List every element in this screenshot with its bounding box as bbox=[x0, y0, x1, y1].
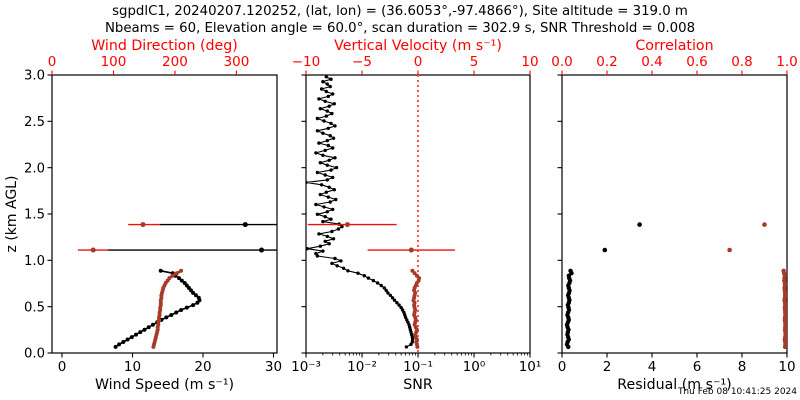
wind-x-tick-label: 0 bbox=[58, 359, 67, 375]
snr-top-tick-label: −10 bbox=[292, 54, 321, 70]
residual-top-tick-label: 0.2 bbox=[596, 54, 617, 70]
wind-panel: 0.00.51.01.52.02.53.00 10 20 300 100 200 300Wi… bbox=[24, 38, 282, 393]
residual-top-tick-label: 1.0 bbox=[776, 54, 797, 70]
residual-top-tick-label: 0.0 bbox=[551, 54, 572, 70]
y-tick-label: 1.0 bbox=[24, 254, 45, 269]
residual-x-axis-label: Residual (m s⁻¹) bbox=[617, 377, 731, 393]
snr-top-tick-label: −5 bbox=[352, 54, 372, 70]
wind-speed-errorbars bbox=[107, 222, 277, 253]
residual-x-tick-label: 2 bbox=[603, 359, 612, 375]
correlation-profile bbox=[781, 268, 787, 350]
creation-timestamp: Thu Feb 08 10:41:25 2024 bbox=[677, 387, 797, 397]
snr-profile bbox=[306, 75, 415, 349]
residual-x-tick-label: 0 bbox=[558, 359, 567, 375]
wind-top-tick-label: 0 bbox=[48, 54, 57, 70]
snr-x-tick-label: 10¹ bbox=[519, 359, 542, 375]
y-tick-label: 1.5 bbox=[24, 208, 45, 223]
wind-top-axis-label: Wind Direction (deg) bbox=[91, 38, 238, 54]
wind-x-tick-label: 30 bbox=[265, 359, 282, 375]
residual-top-tick-label: 0.6 bbox=[686, 54, 707, 70]
snr-top-tick-label: 5 bbox=[470, 54, 479, 70]
snr-top-axis-label: Vertical Velocity (m s⁻¹) bbox=[334, 38, 502, 54]
residual-data bbox=[564, 222, 787, 350]
y-tick-label: 2.0 bbox=[24, 161, 45, 176]
wind-direction-profile bbox=[151, 268, 184, 349]
residual-top-axis-label: Correlation bbox=[635, 38, 713, 54]
wind-x-tick-label: 10 bbox=[124, 359, 141, 375]
snr-x-tick-label: 10⁻³ bbox=[291, 359, 321, 375]
y-tick-label: 3.0 bbox=[24, 69, 45, 84]
correlation-outlier-points bbox=[727, 222, 767, 253]
residual-frame bbox=[561, 74, 788, 354]
snr-top-tick-label: 0 bbox=[414, 54, 423, 70]
wind-top-tick-label: 100 bbox=[101, 54, 127, 70]
vertical-velocity-profile bbox=[410, 268, 422, 349]
y-tick-label: 0.0 bbox=[24, 347, 45, 362]
snr-top-tick-label: 10 bbox=[521, 54, 538, 70]
residual-x-tick-label: 4 bbox=[648, 359, 657, 375]
residual-outlier-points bbox=[602, 222, 642, 253]
figure-title-line1: sgpdlC1, 20240207.120252, (lat, lon) = (… bbox=[112, 4, 688, 19]
snr-panel: 10⁻³ 10⁻² 10⁻¹ 10⁰ 10¹ −10 −5 0 5 10 SNR Vertical V… bbox=[291, 38, 541, 393]
residual-top-tick-label: 0.8 bbox=[731, 54, 752, 70]
snr-data bbox=[306, 75, 455, 353]
wind-top-tick-label: 300 bbox=[224, 54, 250, 70]
y-tick-label: 2.5 bbox=[24, 115, 45, 130]
y-axis-label: z (km AGL) bbox=[4, 176, 20, 253]
wind-x-axis-label: Wind Speed (m s⁻¹) bbox=[95, 377, 234, 393]
snr-x-tick-label: 10⁻² bbox=[347, 359, 377, 375]
snr-x-tick-label: 10⁻¹ bbox=[403, 359, 433, 375]
vertical-velocity-errorbars bbox=[307, 222, 455, 253]
wind-x-tick-label: 20 bbox=[194, 359, 211, 375]
residual-profile bbox=[564, 268, 574, 350]
wind-top-tick-label: 200 bbox=[162, 54, 188, 70]
residual-x-tick-label: 6 bbox=[693, 359, 702, 375]
wind-data bbox=[77, 222, 277, 349]
figure-title: sgpdlC1, 20240207.120252, (lat, lon) = (… bbox=[0, 3, 800, 37]
figure-title-line2: Nbeams = 60, Elevation angle = 60.0°, sc… bbox=[104, 21, 696, 36]
residual-x-tick-label: 10 bbox=[778, 359, 795, 375]
residual-x-tick-label: 8 bbox=[738, 359, 747, 375]
wind-frame bbox=[51, 74, 278, 354]
residual-panel: 0 2 4 6 8 10 0.0 0.2 0.4 0.6 0.8 1.0 Residual (m s⁻¹… bbox=[551, 38, 797, 393]
residual-top-tick-label: 0.4 bbox=[641, 54, 662, 70]
wind-direction-errorbars bbox=[77, 222, 161, 253]
y-tick-label: 0.5 bbox=[24, 300, 45, 315]
snr-x-axis-label: SNR bbox=[403, 377, 433, 393]
snr-x-tick-label: 10⁰ bbox=[463, 359, 486, 375]
chart-root: z (km AGL)0.00.51.01.52.02.53.00 10 20 300 1… bbox=[4, 38, 798, 393]
